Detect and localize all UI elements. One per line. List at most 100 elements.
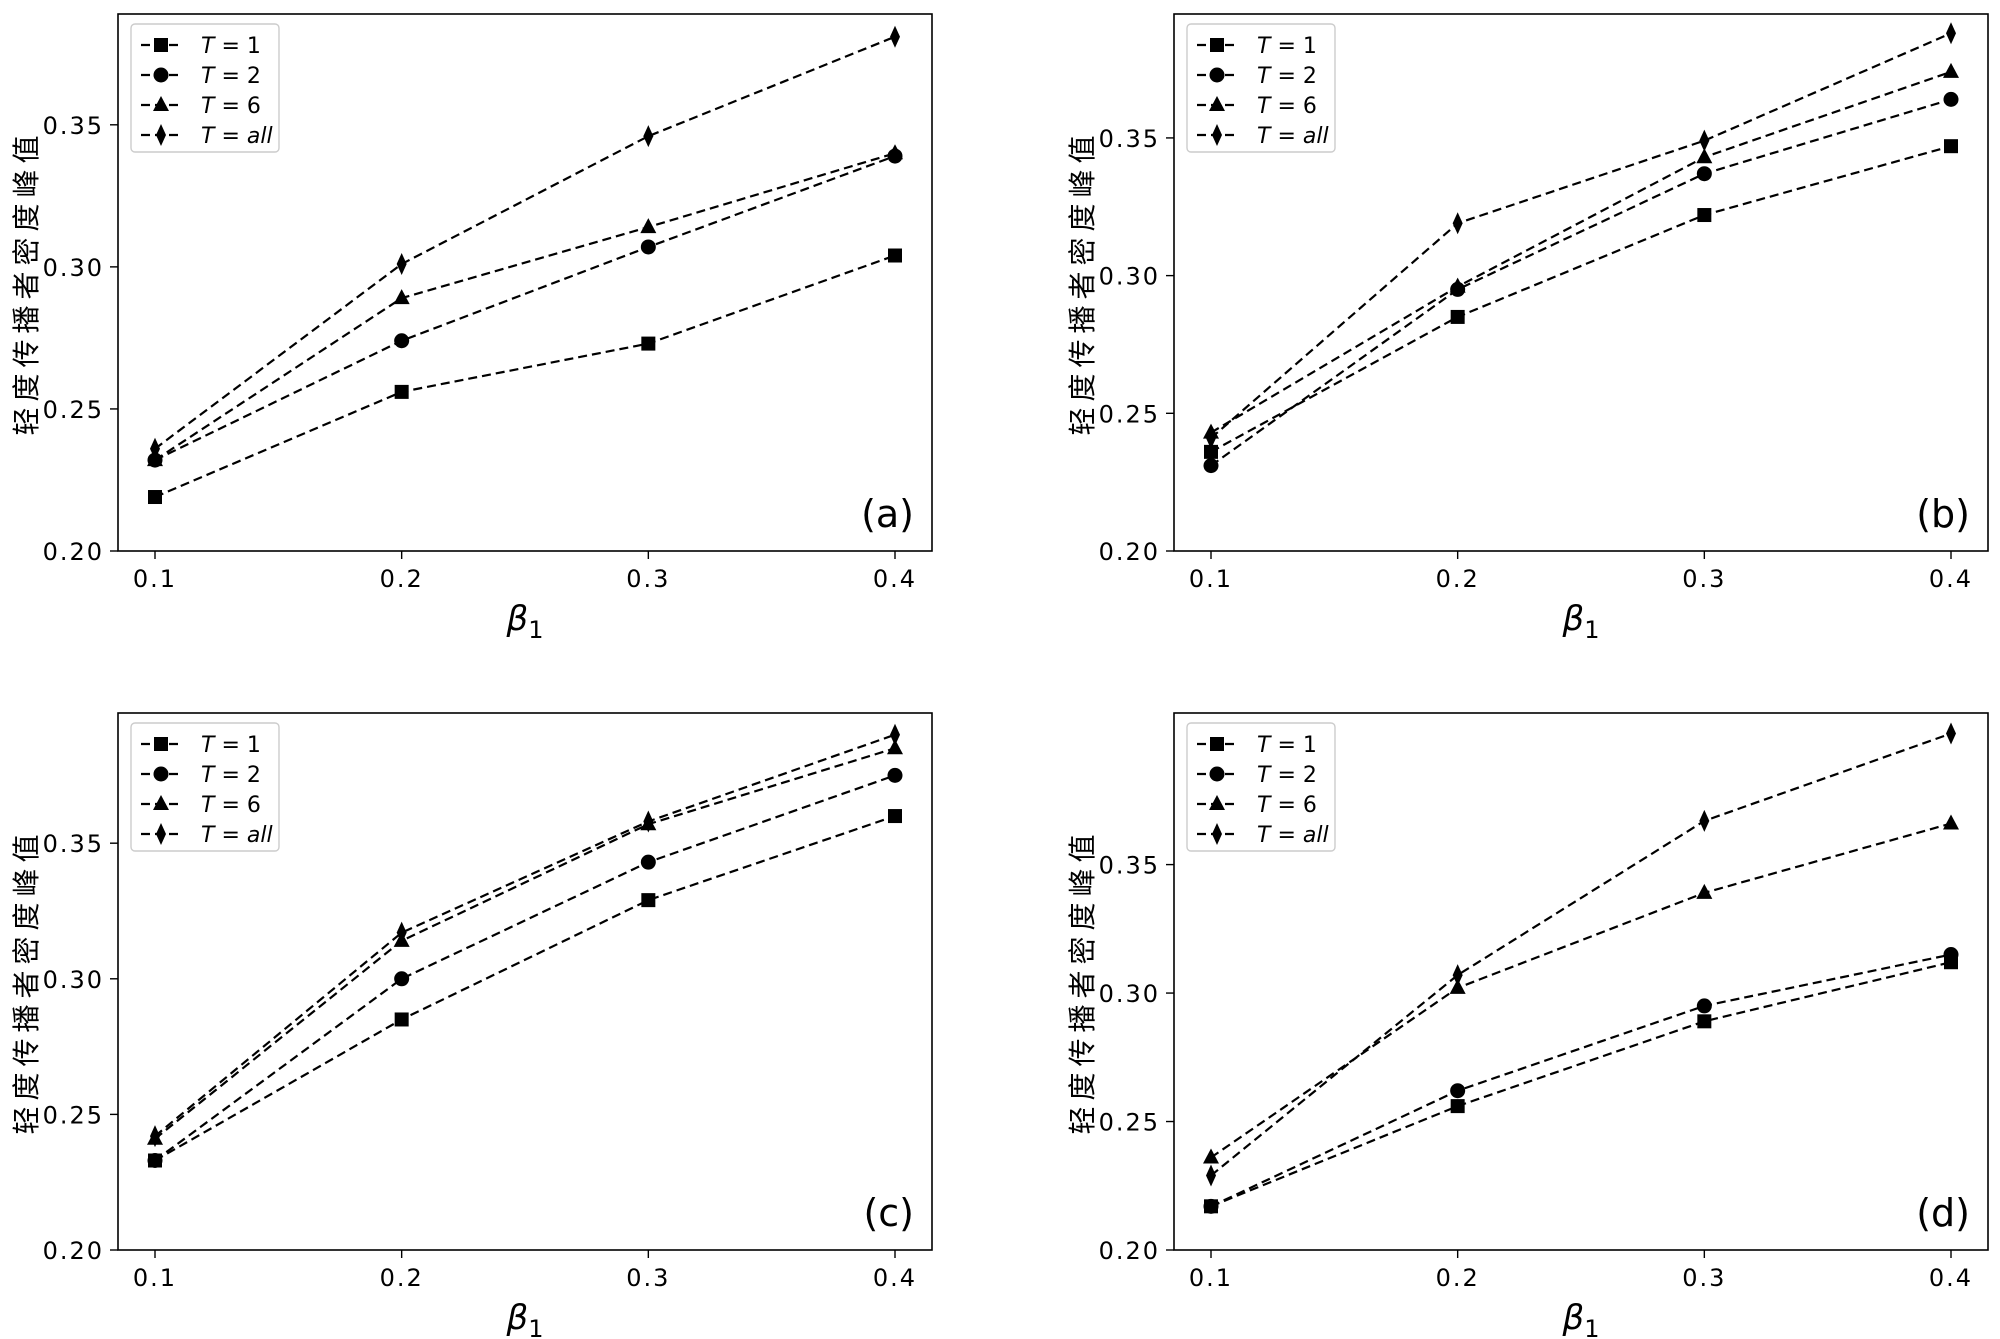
panel-label: (b) <box>1916 492 1970 536</box>
legend-label: T = 2 <box>1257 64 1317 89</box>
y-tick-label: 0.25 <box>1099 400 1160 428</box>
legend-label: T = all <box>201 124 273 149</box>
y-axis-label: 轻度传播者密度峰值 <box>10 129 43 435</box>
legend-marker-diamond <box>156 823 166 845</box>
y-tick-label: 0.35 <box>43 112 104 140</box>
legend-marker-diamond <box>1212 823 1222 845</box>
legend-marker-circle <box>1209 766 1225 782</box>
legend-box <box>1186 722 1336 852</box>
panel-label: (c) <box>863 1191 914 1235</box>
legend-box <box>130 23 280 153</box>
legend-label: T = 2 <box>1257 763 1317 788</box>
series-line-circle <box>1210 953 1952 1208</box>
data-point-diamond <box>1946 22 1956 45</box>
y-tick-label: 0.25 <box>43 1101 104 1129</box>
x-tick-label: 0.3 <box>626 565 670 593</box>
data-point-diamond <box>890 723 900 746</box>
y-tick-label: 0.30 <box>43 254 104 282</box>
x-tick-label: 0.1 <box>1189 1264 1233 1292</box>
series-line-diamond <box>1210 732 1952 1177</box>
y-tick-label: 0.25 <box>43 396 104 424</box>
data-point-square <box>148 490 162 505</box>
y-tick-label: 0.20 <box>43 538 104 566</box>
data-point-diamond <box>1699 809 1710 832</box>
x-tick-label: 0.2 <box>1436 565 1480 593</box>
legend-label: T = all <box>1257 124 1329 149</box>
x-tick-label: 0.3 <box>1682 565 1726 593</box>
plot-frame <box>1173 712 1989 1251</box>
x-axis-label: β1 <box>506 599 544 644</box>
data-point-circle <box>1203 1198 1219 1214</box>
data-point-diamond <box>396 253 407 276</box>
y-tick-label: 0.30 <box>1099 980 1160 1008</box>
series-line-square <box>154 815 896 1162</box>
data-point-triangle <box>887 144 903 160</box>
data-point-triangle <box>1696 148 1713 164</box>
y-axis-label: 轻度传播者密度峰值 <box>1066 828 1099 1134</box>
data-point-square <box>641 336 656 351</box>
data-point-circle <box>887 767 903 783</box>
data-point-triangle <box>1449 978 1466 994</box>
legend-marker-square <box>1210 38 1224 52</box>
legend-marker-square <box>154 38 168 52</box>
y-axis-label: 轻度传播者密度峰值 <box>1066 129 1099 435</box>
y-tick-label: 0.30 <box>1099 263 1160 291</box>
y-tick-label: 0.25 <box>1099 1109 1160 1137</box>
series-line-circle <box>154 155 896 462</box>
series-line-square <box>1210 145 1952 453</box>
legend: T = 1 T = 2 T = 6 T = all <box>130 722 280 852</box>
series-line-triangle <box>154 152 896 461</box>
legend-label: T = 6 <box>201 94 261 119</box>
data-point-circle <box>1696 998 1712 1014</box>
legend-label: T = 1 <box>1257 34 1317 59</box>
legend: T = 1 T = 2 T = 6 T = all <box>1186 722 1336 852</box>
x-tick-label: 0.1 <box>1189 565 1233 593</box>
legend-box <box>1186 23 1336 153</box>
series-line-triangle <box>1210 822 1952 1159</box>
data-point-diamond <box>1452 212 1463 235</box>
data-point-circle <box>394 333 410 349</box>
legend-marker-square <box>154 737 168 751</box>
data-point-square <box>394 1012 409 1027</box>
series-line-diamond <box>1210 32 1952 439</box>
series-line-triangle <box>1210 70 1952 434</box>
legend-marker-circle <box>153 766 169 782</box>
legend-marker-square <box>1210 737 1224 751</box>
y-tick-label: 0.35 <box>1099 125 1160 153</box>
y-tick-label: 0.20 <box>43 1237 104 1265</box>
legend-label: T = all <box>201 823 273 848</box>
x-axis-label: β1 <box>506 1298 544 1339</box>
data-point-square <box>1450 309 1465 324</box>
legend-label: T = 1 <box>201 733 261 758</box>
x-axis-label: β1 <box>1562 599 1600 644</box>
x-tick-label: 0.4 <box>1929 565 1973 593</box>
series-line-diamond <box>154 733 896 1137</box>
x-tick-label: 0.4 <box>873 1264 917 1292</box>
data-point-square <box>1944 139 1958 154</box>
data-point-triangle <box>393 289 410 305</box>
data-point-circle <box>1943 91 1959 107</box>
data-point-diamond <box>643 810 654 833</box>
data-point-triangle <box>1449 277 1466 293</box>
y-tick-label: 0.20 <box>1099 1237 1160 1265</box>
legend-label: T = 2 <box>201 64 261 89</box>
data-point-diamond <box>1206 427 1216 450</box>
data-point-triangle <box>1943 814 1959 830</box>
legend-label: T = 1 <box>1257 733 1317 758</box>
x-tick-label: 0.1 <box>133 565 177 593</box>
legend-marker-triangle <box>1209 96 1225 111</box>
data-point-square <box>641 893 656 908</box>
data-point-circle <box>640 854 656 870</box>
x-tick-label: 0.2 <box>1436 1264 1480 1292</box>
series-line-square <box>154 254 896 499</box>
plot-frame <box>117 13 933 552</box>
data-point-square <box>888 248 902 263</box>
y-tick-label: 0.30 <box>43 966 104 994</box>
data-point-diamond <box>1946 722 1956 745</box>
legend-marker-triangle <box>153 96 169 111</box>
data-point-circle <box>1696 166 1712 182</box>
data-point-square <box>1697 208 1712 223</box>
